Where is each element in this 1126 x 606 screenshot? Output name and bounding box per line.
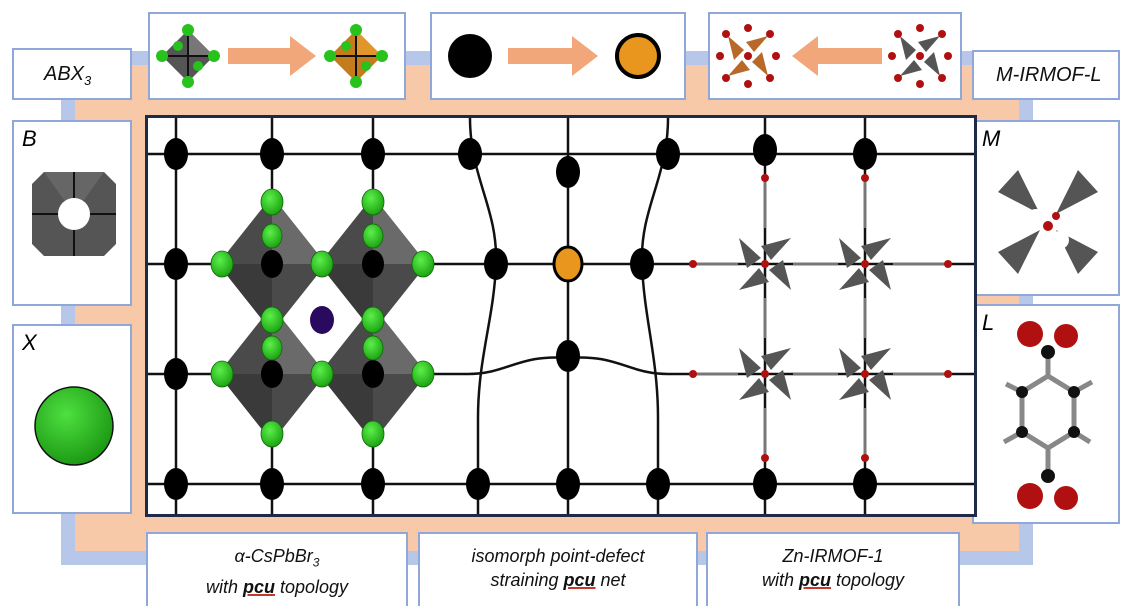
panel-b: B: [12, 120, 132, 306]
panel-m: M: [972, 120, 1120, 296]
linker-icon: [1002, 321, 1094, 510]
arrow-right-icon: [508, 36, 598, 76]
zn-cluster-icon: [998, 170, 1098, 274]
caption-middle: isomorph point-defect straining pcu net: [471, 546, 645, 590]
orange-sphere-icon: [615, 33, 661, 79]
panel-x-label: X: [22, 330, 37, 355]
irmof-framework: [689, 174, 952, 462]
caption-right: Zn-IRMOF-1 with pcu topology: [761, 546, 905, 590]
caption-left: α-CsPbBr3 with pcu topology: [205, 546, 349, 597]
defect-transform-box: [430, 12, 686, 100]
defect-node-icon: [552, 245, 584, 283]
octahedron-icon: [156, 24, 220, 88]
zn-cluster-gray-icon: [888, 24, 952, 88]
abx3-label: ABX3: [44, 63, 92, 88]
octahedron-top-icon: [32, 172, 116, 256]
caption-left-box: α-CsPbBr3 with pcu topology: [146, 532, 408, 606]
defect-transform-svg: [448, 33, 661, 79]
zn-cluster-orange-icon: [716, 24, 780, 88]
perovskite-octahedra: [210, 188, 435, 448]
panel-x: X: [12, 324, 132, 514]
arrow-left-icon: [792, 36, 882, 76]
cluster-transform-box: [708, 12, 962, 100]
black-sphere-icon: [448, 34, 492, 78]
halide-sphere-icon: [34, 386, 114, 466]
cation-icon: [310, 306, 334, 334]
caption-right-box: Zn-IRMOF-1 with pcu topology: [706, 532, 960, 606]
panel-l-label: L: [982, 310, 995, 335]
pcu-lattice-svg: [148, 118, 974, 514]
abx3-label-box: ABX3: [12, 48, 132, 100]
panel-b-label: B: [22, 126, 37, 151]
panel-l: L: [972, 304, 1120, 524]
octahedron-transform-box: [148, 12, 406, 100]
arrow-right-icon: [228, 36, 316, 76]
main-lattice-panel: [145, 115, 977, 517]
caption-middle-box: isomorph point-defect straining pcu net: [418, 532, 698, 606]
irmof-label: M-IRMOF-L: [996, 64, 1102, 86]
irmof-label-box: M-IRMOF-L: [972, 50, 1120, 100]
panel-m-label: M: [982, 126, 1001, 151]
lattice-nodes: [164, 134, 877, 500]
cluster-transform-svg: [716, 24, 952, 88]
octahedron-transform-svg: [156, 24, 388, 88]
octahedron-orange-icon: [324, 24, 388, 88]
